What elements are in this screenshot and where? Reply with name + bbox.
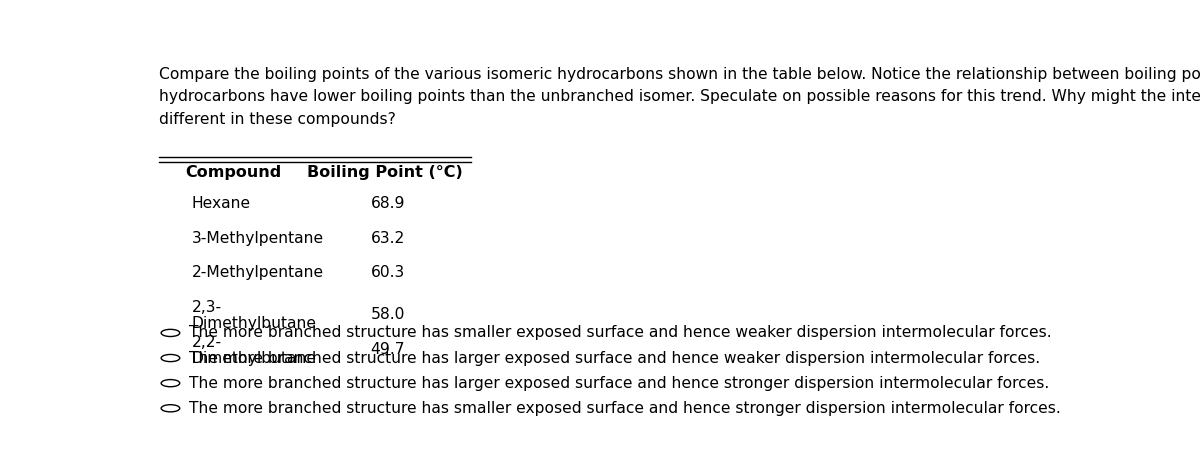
Text: The more branched structure has larger exposed surface and hence stronger disper: The more branched structure has larger e… bbox=[190, 376, 1049, 391]
Text: The more branched structure has smaller exposed surface and hence weaker dispers: The more branched structure has smaller … bbox=[190, 325, 1051, 341]
Text: 49.7: 49.7 bbox=[371, 342, 406, 357]
Text: Dimethylbutane: Dimethylbutane bbox=[192, 350, 317, 365]
Text: The more branched structure has smaller exposed surface and hence stronger dispe: The more branched structure has smaller … bbox=[190, 401, 1061, 416]
Text: 2,2-: 2,2- bbox=[192, 335, 222, 350]
Text: 58.0: 58.0 bbox=[371, 308, 404, 322]
Text: Hexane: Hexane bbox=[192, 196, 251, 211]
Text: 63.2: 63.2 bbox=[371, 231, 404, 246]
Text: 2-Methylpentane: 2-Methylpentane bbox=[192, 266, 324, 281]
Text: 68.9: 68.9 bbox=[371, 196, 404, 211]
Text: Dimethylbutane: Dimethylbutane bbox=[192, 315, 317, 331]
Text: 3-Methylpentane: 3-Methylpentane bbox=[192, 231, 324, 246]
Text: Compare the boiling points of the various isomeric hydrocarbons shown in the tab: Compare the boiling points of the variou… bbox=[160, 67, 1200, 127]
Text: The more branched structure has larger exposed surface and hence weaker dispersi: The more branched structure has larger e… bbox=[190, 350, 1040, 365]
Text: Compound: Compound bbox=[186, 165, 282, 180]
Text: 2,3-: 2,3- bbox=[192, 300, 222, 315]
Text: 60.3: 60.3 bbox=[371, 266, 404, 281]
Text: Boiling Point (°C): Boiling Point (°C) bbox=[307, 165, 463, 180]
